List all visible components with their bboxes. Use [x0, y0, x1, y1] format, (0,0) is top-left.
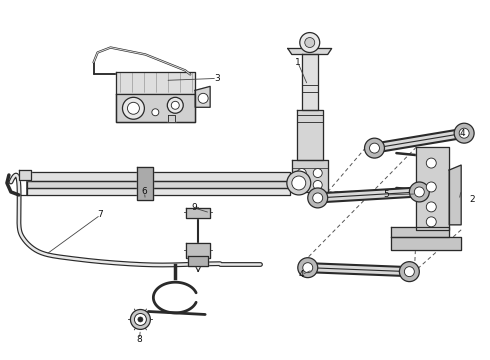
Circle shape — [308, 188, 328, 208]
Polygon shape — [292, 160, 328, 192]
Circle shape — [365, 138, 385, 158]
Polygon shape — [186, 208, 210, 218]
Circle shape — [287, 171, 311, 195]
Circle shape — [459, 128, 469, 138]
Polygon shape — [116, 72, 195, 122]
Text: 3: 3 — [214, 74, 220, 83]
Text: 6: 6 — [142, 188, 147, 197]
Polygon shape — [19, 170, 31, 180]
Circle shape — [122, 97, 145, 119]
Circle shape — [152, 109, 159, 116]
Polygon shape — [302, 54, 318, 110]
Circle shape — [292, 176, 306, 190]
Circle shape — [426, 158, 436, 168]
Circle shape — [303, 263, 313, 273]
Circle shape — [313, 180, 322, 189]
Circle shape — [300, 32, 319, 53]
Circle shape — [198, 93, 208, 103]
Circle shape — [369, 143, 379, 153]
Circle shape — [426, 182, 436, 192]
Text: 5: 5 — [384, 190, 390, 199]
Polygon shape — [288, 49, 332, 54]
Polygon shape — [449, 165, 461, 225]
Polygon shape — [392, 237, 461, 250]
Text: 8: 8 — [137, 335, 142, 344]
Circle shape — [297, 180, 306, 189]
Circle shape — [409, 182, 429, 202]
Text: 4: 4 — [299, 270, 305, 279]
Circle shape — [305, 37, 315, 48]
Polygon shape — [392, 227, 449, 237]
Polygon shape — [27, 172, 290, 181]
Circle shape — [130, 310, 150, 329]
Circle shape — [454, 123, 474, 143]
Circle shape — [313, 168, 322, 177]
Circle shape — [134, 314, 147, 325]
Circle shape — [167, 97, 183, 113]
Text: 7: 7 — [98, 210, 103, 219]
Polygon shape — [188, 256, 208, 266]
Circle shape — [298, 258, 318, 278]
Circle shape — [404, 267, 415, 276]
Polygon shape — [116, 94, 195, 122]
Text: 2: 2 — [469, 195, 475, 204]
Circle shape — [399, 262, 419, 282]
Polygon shape — [27, 181, 290, 188]
Circle shape — [426, 202, 436, 212]
Polygon shape — [416, 147, 449, 230]
Polygon shape — [168, 115, 175, 122]
Polygon shape — [137, 167, 153, 200]
Circle shape — [138, 317, 143, 322]
Circle shape — [127, 102, 140, 114]
Text: 1: 1 — [295, 58, 301, 67]
Circle shape — [297, 168, 306, 177]
Circle shape — [313, 193, 323, 203]
Circle shape — [172, 101, 179, 109]
Polygon shape — [27, 188, 290, 195]
Polygon shape — [186, 243, 210, 258]
Circle shape — [415, 187, 424, 197]
Polygon shape — [297, 110, 323, 160]
Text: 4: 4 — [459, 129, 465, 138]
Polygon shape — [195, 86, 210, 107]
Circle shape — [426, 217, 436, 227]
Text: 9: 9 — [191, 203, 197, 212]
